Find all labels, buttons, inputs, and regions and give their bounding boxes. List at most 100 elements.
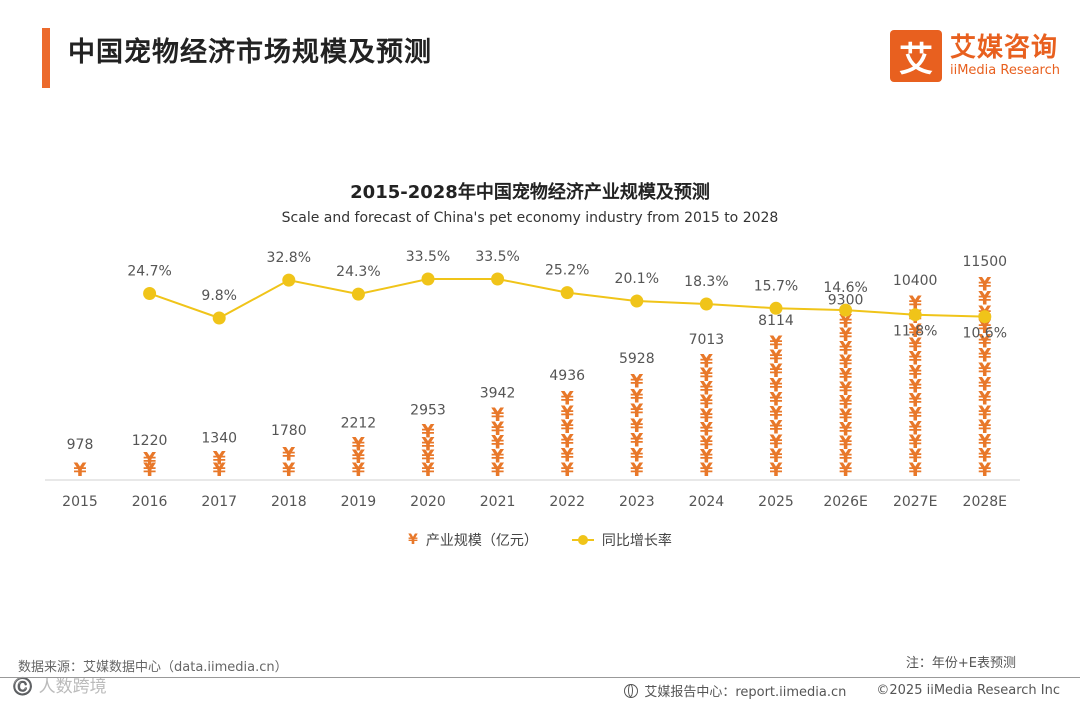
yuan-icon: ¥ (213, 459, 226, 481)
brand-logo-group: 艾 艾媒咨询 iiMedia Research (889, 30, 1060, 82)
yuan-icon: ¥ (978, 430, 991, 452)
yuan-icon: ¥ (769, 417, 782, 439)
yuan-icon: ¥ (839, 432, 852, 454)
chart-legend: ¥ 产业规模（亿元） 同比增长率 (0, 530, 1080, 550)
yuan-icon: ¥ (978, 288, 991, 310)
bar: ¥¥¥¥¥¥¥ (630, 371, 643, 481)
yuan-icon: ¥ (978, 416, 991, 438)
yuan-icon: ¥ (700, 445, 713, 467)
yuan-icon: ¥ (839, 405, 852, 427)
growth-rate-label: 14.6% (823, 280, 867, 296)
report-center-link[interactable]: 艾媒报告中心：report.iimedia.cn (644, 685, 847, 700)
bar: ¥¥¥¥¥¥ (561, 387, 574, 481)
x-tick-label: 2020 (410, 494, 446, 510)
yuan-icon: ¥ (769, 332, 782, 354)
bar-value-label: 3942 (480, 385, 516, 401)
x-tick-label: 2021 (480, 494, 516, 510)
yuan-icon: ¥ (909, 403, 922, 425)
yuan-icon: ¥ (700, 459, 713, 481)
yuan-icon: ¥ (839, 351, 852, 373)
yuan-icon: ¥ (700, 378, 713, 400)
yuan-icon: ¥ (73, 459, 86, 481)
yuan-icon: ¥ (769, 388, 782, 410)
yuan-icon: ¥ (352, 459, 365, 481)
growth-rate-point (143, 286, 157, 300)
growth-rate-label: 20.1% (615, 271, 659, 287)
yuan-icon: ¥ (839, 365, 852, 387)
brand-text: 艾媒咨询 iiMedia Research (950, 33, 1060, 79)
yuan-icon: ¥ (909, 292, 922, 314)
x-tick-label: 2025 (758, 494, 794, 510)
yuan-icon: ¥ (909, 459, 922, 481)
x-tick-label: 2015 (62, 494, 98, 510)
yuan-icon: ¥ (421, 446, 434, 468)
yuan-icon: ¥ (839, 446, 852, 468)
bar: ¥¥¥¥¥¥¥¥¥ (700, 351, 713, 481)
growth-rate-label: 11.8% (893, 324, 937, 340)
yuan-icon: ¥ (700, 351, 713, 373)
bar: ¥¥ (213, 447, 226, 481)
yuan-icon: ¥ (839, 419, 852, 441)
bar-value-label: 10400 (893, 273, 938, 289)
yuan-icon: ¥ (491, 418, 504, 440)
yuan-icon: ¥ (491, 404, 504, 426)
x-tick-label: 2028E (963, 494, 1007, 510)
growth-rate-label: 25.2% (545, 263, 589, 279)
growth-rate-label: 24.7% (127, 263, 171, 279)
bar-value-label: 11500 (963, 254, 1008, 270)
footer: 艾媒报告中心：report.iimedia.cn ©2025 iiMedia R… (624, 681, 1060, 700)
yuan-icon: ¥ (630, 371, 643, 393)
bar: ¥¥¥¥¥¥¥¥¥¥¥¥¥¥ (978, 273, 991, 481)
yuan-icon: ¥ (700, 364, 713, 386)
yuan-icon: ¥ (421, 420, 434, 442)
x-tick-label: 2026E (823, 494, 867, 510)
line-marker-icon (571, 535, 594, 545)
yuan-icon: ¥ (909, 376, 922, 398)
legend-item-bar: ¥ 产业规模（亿元） (408, 530, 538, 550)
yuan-icon: ¥ (561, 459, 574, 481)
bar: ¥¥¥¥¥¥¥¥¥¥ (769, 332, 782, 481)
growth-rate-point (282, 273, 296, 287)
yuan-icon: ¥ (213, 447, 226, 469)
yuan-icon: ¥ (630, 385, 643, 407)
bar: ¥¥ (143, 448, 156, 481)
footer-divider (0, 677, 1080, 678)
x-tick-label: 2022 (549, 494, 585, 510)
growth-rate-point (839, 303, 853, 317)
yuan-icon: ¥ (909, 445, 922, 467)
yuan-icon: ¥ (978, 445, 991, 467)
yuan-icon: ¥ (421, 433, 434, 455)
bar-value-label: 9300 (828, 292, 864, 308)
yuan-icon: ¥ (978, 359, 991, 381)
growth-rate-label: 15.7% (754, 278, 798, 294)
yuan-icon: ¥ (769, 403, 782, 425)
yuan-icon: ¥ (839, 378, 852, 400)
yuan-icon: ¥ (700, 432, 713, 454)
growth-rate-label: 9.8% (201, 288, 237, 304)
yuan-icon: ¥ (978, 345, 991, 367)
bar-value-label: 7013 (689, 332, 725, 348)
growth-rate-label: 10.6% (963, 326, 1007, 342)
yuan-icon: ¥ (630, 400, 643, 422)
yuan-icon: ¥ (839, 392, 852, 414)
growth-rate-label: 33.5% (406, 249, 450, 265)
yuan-icon: ¥ (978, 402, 991, 424)
x-tick-label: 2019 (341, 494, 377, 510)
chart-title: 2015-2028年中国宠物经济产业规模及预测 (350, 182, 710, 203)
bar-value-label: 978 (67, 437, 94, 453)
bar: ¥¥¥¥¥ (491, 404, 504, 481)
growth-rate-point (212, 311, 226, 325)
yuan-icon: ¥ (978, 459, 991, 481)
yuan-icon: ¥ (700, 391, 713, 413)
growth-rate-label: 33.5% (475, 249, 519, 265)
yuan-icon: ¥ (909, 431, 922, 453)
bar: ¥¥¥¥¥¥¥¥¥¥¥¥¥ (909, 292, 922, 481)
legend-bar-label: 产业规模（亿元） (425, 533, 538, 549)
yuan-icon: ¥ (491, 445, 504, 467)
yuan-icon: ¥ (978, 330, 991, 352)
yuan-icon: ¥ (978, 273, 991, 295)
page-title: 中国宠物经济市场规模及预测 (68, 37, 432, 68)
bar-value-label: 1340 (201, 431, 237, 447)
growth-rate-label: 24.3% (336, 264, 380, 280)
